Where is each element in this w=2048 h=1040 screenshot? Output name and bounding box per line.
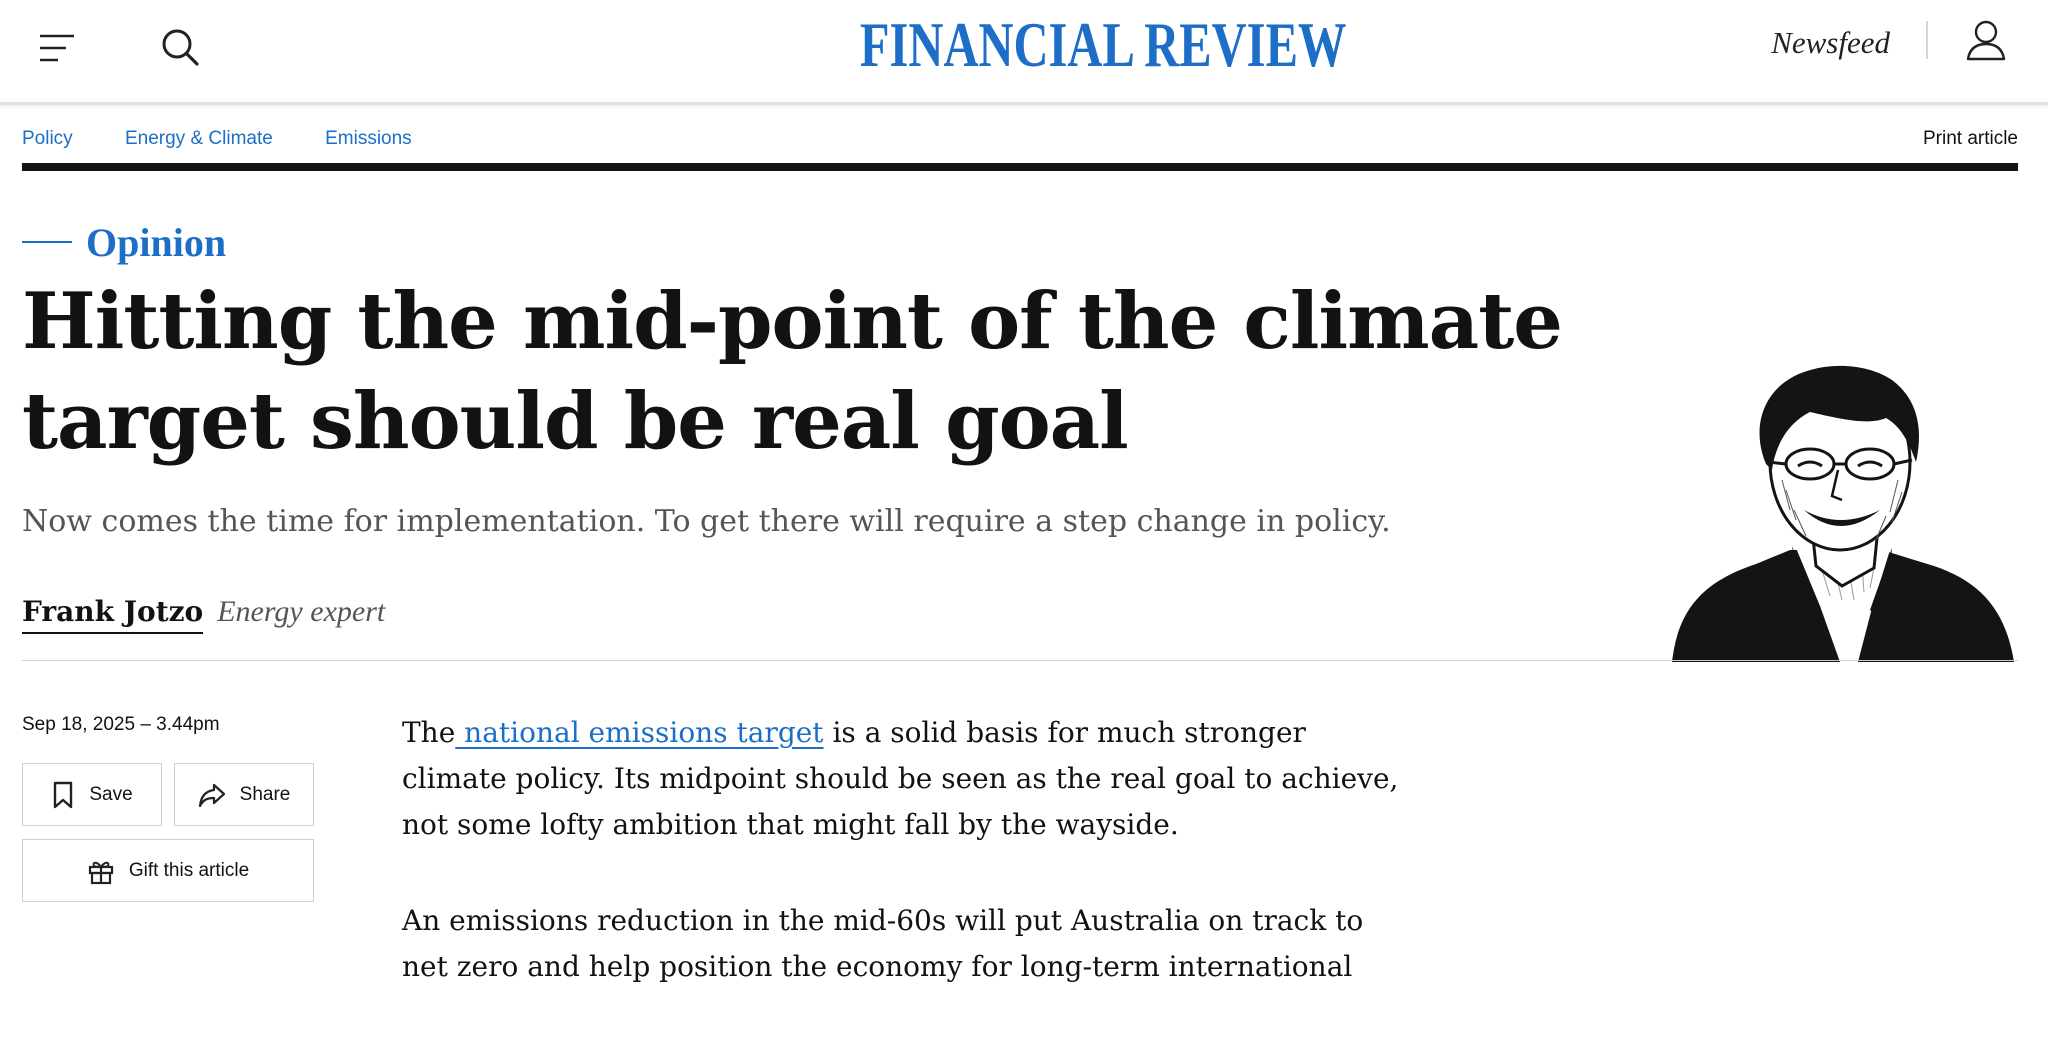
article-standfirst: Now comes the time for implementation. T… <box>22 504 1391 539</box>
paragraph-text: The <box>402 716 456 749</box>
account-button[interactable] <box>1966 19 2006 61</box>
breadcrumb-emissions[interactable]: Emissions <box>325 128 412 149</box>
bookmark-icon <box>54 781 73 808</box>
article-headline: Hitting the mid-point of the climate tar… <box>22 276 1563 467</box>
publish-date: Sep 18, 2025 – 3.44pm <box>22 714 220 735</box>
gift-icon <box>88 861 113 884</box>
section-rule <box>22 163 2018 171</box>
article-paragraph: The national emissions target is a solid… <box>402 710 1402 848</box>
gift-button-label: Gift this article <box>128 859 250 881</box>
article-body: The national emissions target is a solid… <box>402 710 1402 1040</box>
byline: Frank Jotzo Energy expert <box>22 592 385 642</box>
user-icon <box>1966 20 2006 61</box>
share-button-label: Share <box>239 783 291 805</box>
gift-article-button[interactable]: Gift this article <box>22 839 314 902</box>
author-name[interactable]: Frank Jotzo <box>22 592 204 634</box>
header-divider-rule <box>22 660 2018 661</box>
site-logo[interactable]: FINANCIAL REVIEW <box>859 10 1347 80</box>
author-portrait <box>1672 365 2014 662</box>
breadcrumb-policy[interactable]: Policy <box>22 128 73 149</box>
newsfeed-link[interactable]: Newsfeed <box>1771 25 1890 60</box>
paragraph-text: is a solid basis for much stronger clima… <box>402 716 1399 841</box>
share-arrow-icon <box>198 783 225 807</box>
section-dash <box>22 241 72 243</box>
breadcrumb: Policy Energy & Climate Emissions <box>22 124 459 154</box>
save-button[interactable]: Save <box>22 763 162 826</box>
share-button[interactable]: Share <box>174 763 314 826</box>
print-article-link[interactable]: Print article <box>1922 128 2018 149</box>
site-header: FINANCIAL REVIEW Newsfeed <box>0 0 2048 105</box>
breadcrumb-energy-climate[interactable]: Energy & Climate <box>124 128 273 149</box>
article-paragraph: An emissions reduction in the mid-60s wi… <box>402 904 1364 983</box>
section-label-text[interactable]: Opinion <box>86 219 227 265</box>
section-label: Opinion <box>22 217 226 267</box>
menu-button[interactable] <box>36 28 82 68</box>
header-divider <box>1926 21 1928 59</box>
search-icon <box>162 29 199 66</box>
hamburger-menu-icon <box>40 34 74 62</box>
author-role: Energy expert <box>217 595 386 628</box>
search-button[interactable] <box>158 24 204 70</box>
save-button-label: Save <box>89 783 133 805</box>
national-emissions-target-link[interactable]: national emissions target <box>455 716 824 749</box>
